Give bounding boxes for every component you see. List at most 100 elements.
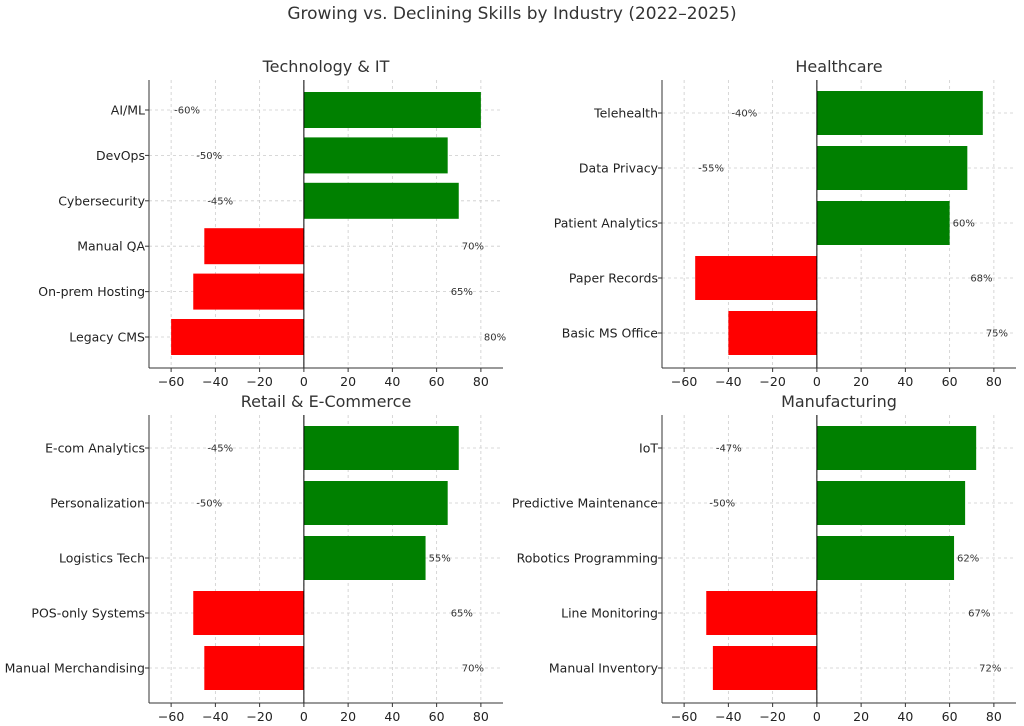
x-tick-label: 40 xyxy=(384,374,400,389)
category-label: Manual QA xyxy=(77,239,145,254)
bar xyxy=(193,273,304,310)
category-label: Personalization xyxy=(50,496,145,511)
data-label: 72% xyxy=(979,664,1001,675)
category-label: IoT xyxy=(639,441,658,456)
x-tick-label: −20 xyxy=(759,709,785,724)
x-tick-label: 40 xyxy=(384,709,400,724)
data-label: -40% xyxy=(731,109,757,120)
x-tick-label: 40 xyxy=(897,374,913,389)
bar xyxy=(303,536,426,580)
x-tick-label: 0 xyxy=(300,374,308,389)
category-label: Data Privacy xyxy=(579,161,659,176)
subplot-title: Technology & IT xyxy=(262,57,390,76)
category-label: Robotics Programming xyxy=(517,551,658,566)
bar xyxy=(706,591,817,635)
data-label: 67% xyxy=(968,609,990,620)
bar xyxy=(816,146,968,190)
x-tick-label: 80 xyxy=(473,374,489,389)
data-label: 70% xyxy=(462,664,484,675)
category-label: Telehealth xyxy=(593,106,658,121)
category-label: Predictive Maintenance xyxy=(512,496,658,511)
bar xyxy=(712,646,817,690)
category-label: Line Monitoring xyxy=(561,606,658,621)
x-tick-label: 80 xyxy=(986,374,1002,389)
category-label: E-com Analytics xyxy=(45,441,145,456)
subplot-title: Retail & E-Commerce xyxy=(241,392,412,411)
x-tick-label: −20 xyxy=(759,374,785,389)
x-tick-label: 80 xyxy=(473,709,489,724)
bar xyxy=(816,91,983,135)
figure-title: Growing vs. Declining Skills by Industry… xyxy=(287,4,737,24)
category-label: Logistics Tech xyxy=(59,551,145,566)
data-label: 68% xyxy=(970,274,992,285)
category-label: Manual Inventory xyxy=(549,661,659,676)
bar xyxy=(303,182,459,219)
bar xyxy=(193,591,304,635)
bar xyxy=(695,256,817,300)
x-tick-label: −40 xyxy=(715,374,741,389)
category-label: Paper Records xyxy=(569,271,658,286)
x-tick-label: 40 xyxy=(897,709,913,724)
bar xyxy=(816,536,955,580)
subplot-3: -45% -50% 55% 65% 70% E-com Analytics Personal… xyxy=(5,392,503,724)
bar xyxy=(171,319,304,355)
x-tick-label: 0 xyxy=(813,374,821,389)
x-tick-label: 20 xyxy=(340,374,356,389)
bar xyxy=(728,311,817,355)
x-tick-label: 20 xyxy=(340,709,356,724)
x-tick-label: −20 xyxy=(246,374,272,389)
category-label: Basic MS Office xyxy=(562,326,659,341)
subplot-2: -40% -55% 60% 68% 75% Telehealth Data Privacy P… xyxy=(554,57,1016,389)
x-tick-label: 0 xyxy=(813,709,821,724)
data-label: 65% xyxy=(451,287,473,298)
category-label: Manual Merchandising xyxy=(5,661,145,676)
x-tick-label: 60 xyxy=(429,709,445,724)
category-label: Cybersecurity xyxy=(58,193,145,208)
category-label: AI/ML xyxy=(111,103,145,118)
data-label: -50% xyxy=(196,151,222,162)
bar xyxy=(204,228,304,265)
x-tick-label: −20 xyxy=(246,709,272,724)
x-tick-label: 60 xyxy=(942,709,958,724)
data-label: -45% xyxy=(207,444,233,455)
category-label: POS-only Systems xyxy=(31,606,145,621)
bar xyxy=(303,92,481,128)
data-label: 75% xyxy=(986,329,1008,340)
x-tick-label: 60 xyxy=(942,374,958,389)
x-tick-label: −40 xyxy=(202,709,228,724)
data-label: -47% xyxy=(716,444,742,455)
bar xyxy=(303,426,459,470)
x-tick-label: −60 xyxy=(158,709,184,724)
bar xyxy=(303,481,448,525)
x-tick-label: 60 xyxy=(429,374,445,389)
category-label: On-prem Hosting xyxy=(38,284,145,299)
bar xyxy=(204,646,304,690)
data-label: -50% xyxy=(709,499,735,510)
x-tick-label: 0 xyxy=(300,709,308,724)
subplot-1: -60% -50% -45% 70% 65% 80% AI/ML DevOps Cybersec… xyxy=(38,57,506,389)
x-tick-label: −40 xyxy=(715,709,741,724)
data-label: 80% xyxy=(484,333,506,344)
bar xyxy=(816,426,977,470)
bar xyxy=(816,481,966,525)
subplot-4: -47% -50% 62% 67% 72% IoT Predictive Maintenan… xyxy=(512,392,1016,724)
x-tick-label: −60 xyxy=(671,709,697,724)
data-label: 62% xyxy=(957,554,979,565)
data-label: -55% xyxy=(698,164,724,175)
data-label: 65% xyxy=(451,609,473,620)
category-label: DevOps xyxy=(96,148,145,163)
data-label: 55% xyxy=(429,554,451,565)
x-tick-label: 20 xyxy=(853,374,869,389)
x-tick-label: −60 xyxy=(158,374,184,389)
x-tick-label: 20 xyxy=(853,709,869,724)
data-label: -45% xyxy=(207,196,233,207)
data-label: -60% xyxy=(174,106,200,117)
bar xyxy=(303,137,448,174)
subplot-title: Manufacturing xyxy=(781,392,897,411)
category-label: Legacy CMS xyxy=(69,330,145,345)
category-label: Patient Analytics xyxy=(554,216,658,231)
data-label: 60% xyxy=(953,219,975,230)
x-tick-label: −40 xyxy=(202,374,228,389)
x-tick-label: −60 xyxy=(671,374,697,389)
